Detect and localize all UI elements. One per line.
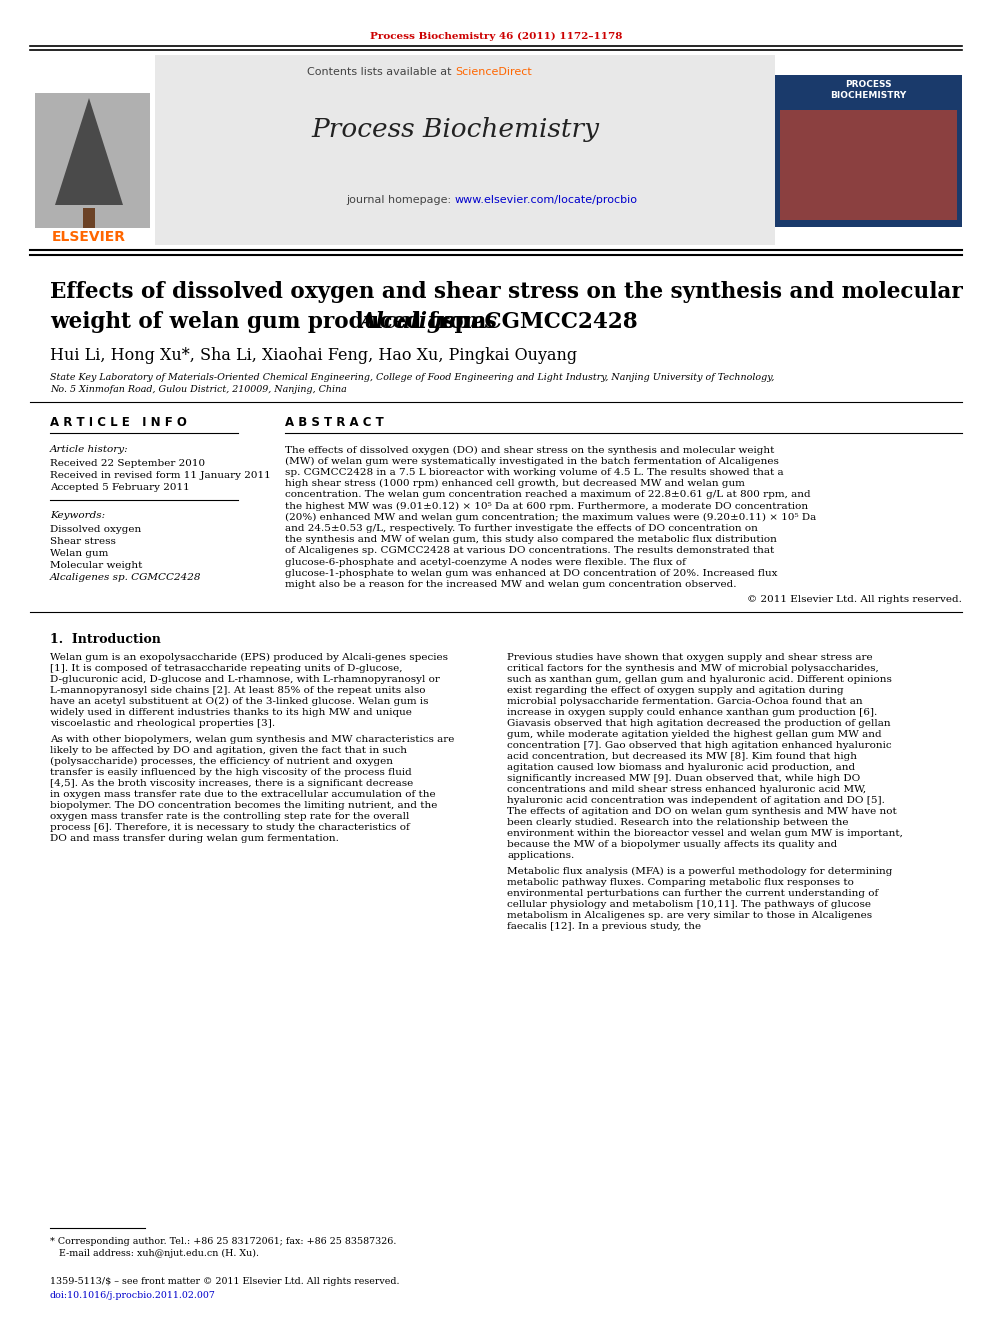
Text: D-glucuronic acid, D-glucose and L-rhamnose, with L-rhamnopyranosyl or: D-glucuronic acid, D-glucose and L-rhamn… bbox=[50, 675, 439, 684]
Text: agitation caused low biomass and hyaluronic acid production, and: agitation caused low biomass and hyaluro… bbox=[507, 763, 855, 773]
Text: been clearly studied. Research into the relationship between the: been clearly studied. Research into the … bbox=[507, 818, 848, 827]
Text: 1359-5113/$ – see front matter © 2011 Elsevier Ltd. All rights reserved.: 1359-5113/$ – see front matter © 2011 El… bbox=[50, 1278, 400, 1286]
Text: Alcaligenes: Alcaligenes bbox=[360, 311, 498, 333]
Text: ELSEVIER: ELSEVIER bbox=[52, 230, 126, 243]
Text: Hui Li, Hong Xu*, Sha Li, Xiaohai Feng, Hao Xu, Pingkai Ouyang: Hui Li, Hong Xu*, Sha Li, Xiaohai Feng, … bbox=[50, 347, 577, 364]
Text: Alcaligenes sp. CGMCC2428: Alcaligenes sp. CGMCC2428 bbox=[50, 573, 201, 582]
Text: (MW) of welan gum were systematically investigated in the batch fermentation of : (MW) of welan gum were systematically in… bbox=[285, 456, 779, 466]
Text: Shear stress: Shear stress bbox=[50, 537, 116, 545]
Text: Process Biochemistry 46 (2011) 1172–1178: Process Biochemistry 46 (2011) 1172–1178 bbox=[370, 32, 622, 41]
Text: Received in revised form 11 January 2011: Received in revised form 11 January 2011 bbox=[50, 471, 271, 479]
Text: microbial polysaccharide fermentation. Garcia-Ochoa found that an: microbial polysaccharide fermentation. G… bbox=[507, 697, 863, 706]
Text: Molecular weight: Molecular weight bbox=[50, 561, 143, 569]
Text: ScienceDirect: ScienceDirect bbox=[455, 67, 532, 77]
Text: exist regarding the effect of oxygen supply and agitation during: exist regarding the effect of oxygen sup… bbox=[507, 687, 843, 695]
Text: As with other biopolymers, welan gum synthesis and MW characteristics are: As with other biopolymers, welan gum syn… bbox=[50, 736, 454, 744]
Text: applications.: applications. bbox=[507, 851, 574, 860]
FancyBboxPatch shape bbox=[155, 56, 775, 245]
Text: * Corresponding author. Tel.: +86 25 83172061; fax: +86 25 83587326.: * Corresponding author. Tel.: +86 25 831… bbox=[50, 1237, 397, 1245]
Text: such as xanthan gum, gellan gum and hyaluronic acid. Different opinions: such as xanthan gum, gellan gum and hyal… bbox=[507, 675, 892, 684]
Text: acid concentration, but decreased its MW [8]. Kim found that high: acid concentration, but decreased its MW… bbox=[507, 751, 857, 761]
FancyBboxPatch shape bbox=[780, 110, 957, 220]
Polygon shape bbox=[55, 98, 123, 205]
Text: glucose-1-phosphate to welan gum was enhanced at DO concentration of 20%. Increa: glucose-1-phosphate to welan gum was enh… bbox=[285, 569, 778, 578]
Text: DO and mass transfer during welan gum fermentation.: DO and mass transfer during welan gum fe… bbox=[50, 833, 339, 843]
Text: L-mannopyranosyl side chains [2]. At least 85% of the repeat units also: L-mannopyranosyl side chains [2]. At lea… bbox=[50, 687, 426, 695]
Text: oxygen mass transfer rate is the controlling step rate for the overall: oxygen mass transfer rate is the control… bbox=[50, 812, 410, 822]
Text: critical factors for the synthesis and MW of microbial polysaccharides,: critical factors for the synthesis and M… bbox=[507, 664, 879, 673]
Text: E-mail address: xuh@njut.edu.cn (H. Xu).: E-mail address: xuh@njut.edu.cn (H. Xu). bbox=[50, 1249, 259, 1258]
Text: (20%) enhanced MW and welan gum concentration; the maximum values were (9.20±0.1: (20%) enhanced MW and welan gum concentr… bbox=[285, 512, 816, 521]
Text: The effects of agitation and DO on welan gum synthesis and MW have not: The effects of agitation and DO on welan… bbox=[507, 807, 897, 816]
Text: doi:10.1016/j.procbio.2011.02.007: doi:10.1016/j.procbio.2011.02.007 bbox=[50, 1290, 216, 1299]
Text: 1.  Introduction: 1. Introduction bbox=[50, 634, 161, 646]
Text: concentration. The welan gum concentration reached a maximum of 22.8±0.61 g/L at: concentration. The welan gum concentrati… bbox=[285, 491, 810, 499]
Text: sp. CGMCC2428 in a 7.5 L bioreactor with working volume of 4.5 L. The results sh: sp. CGMCC2428 in a 7.5 L bioreactor with… bbox=[285, 468, 784, 476]
Text: increase in oxygen supply could enhance xanthan gum production [6].: increase in oxygen supply could enhance … bbox=[507, 708, 877, 717]
Text: Dissolved oxygen: Dissolved oxygen bbox=[50, 524, 141, 533]
Text: high shear stress (1000 rpm) enhanced cell growth, but decreased MW and welan gu: high shear stress (1000 rpm) enhanced ce… bbox=[285, 479, 745, 488]
Text: PROCESS
BIOCHEMISTRY: PROCESS BIOCHEMISTRY bbox=[830, 79, 906, 101]
Text: significantly increased MW [9]. Duan observed that, while high DO: significantly increased MW [9]. Duan obs… bbox=[507, 774, 860, 783]
Text: weight of welan gum produced from: weight of welan gum produced from bbox=[50, 311, 494, 333]
Text: the highest MW was (9.01±0.12) × 10⁵ Da at 600 rpm. Furthermore, a moderate DO c: the highest MW was (9.01±0.12) × 10⁵ Da … bbox=[285, 501, 808, 511]
Text: A B S T R A C T: A B S T R A C T bbox=[285, 415, 384, 429]
Text: Previous studies have shown that oxygen supply and shear stress are: Previous studies have shown that oxygen … bbox=[507, 654, 873, 662]
Text: cellular physiology and metabolism [10,11]. The pathways of glucose: cellular physiology and metabolism [10,1… bbox=[507, 900, 871, 909]
Text: Giavasis observed that high agitation decreased the production of gellan: Giavasis observed that high agitation de… bbox=[507, 720, 891, 728]
Text: Welan gum is an exopolysaccharide (EPS) produced by Alcali-genes species: Welan gum is an exopolysaccharide (EPS) … bbox=[50, 654, 448, 663]
Text: Metabolic flux analysis (MFA) is a powerful methodology for determining: Metabolic flux analysis (MFA) is a power… bbox=[507, 867, 893, 876]
Text: [4,5]. As the broth viscosity increases, there is a significant decrease: [4,5]. As the broth viscosity increases,… bbox=[50, 779, 414, 789]
Text: concentration [7]. Gao observed that high agitation enhanced hyaluronic: concentration [7]. Gao observed that hig… bbox=[507, 741, 892, 750]
FancyBboxPatch shape bbox=[775, 56, 962, 245]
Text: because the MW of a biopolymer usually affects its quality and: because the MW of a biopolymer usually a… bbox=[507, 840, 837, 849]
FancyBboxPatch shape bbox=[775, 228, 962, 245]
Text: Contents lists available at: Contents lists available at bbox=[307, 67, 455, 77]
Text: in oxygen mass transfer rate due to the extracellular accumulation of the: in oxygen mass transfer rate due to the … bbox=[50, 790, 435, 799]
Text: the synthesis and MW of welan gum, this study also compared the metabolic flux d: the synthesis and MW of welan gum, this … bbox=[285, 534, 777, 544]
Text: metabolic pathway fluxes. Comparing metabolic flux responses to: metabolic pathway fluxes. Comparing meta… bbox=[507, 878, 854, 888]
FancyBboxPatch shape bbox=[83, 208, 95, 228]
Text: process [6]. Therefore, it is necessary to study the characteristics of: process [6]. Therefore, it is necessary … bbox=[50, 823, 410, 832]
Text: www.elsevier.com/locate/procbio: www.elsevier.com/locate/procbio bbox=[455, 194, 638, 205]
Text: have an acetyl substituent at O(2) of the 3-linked glucose. Welan gum is: have an acetyl substituent at O(2) of th… bbox=[50, 697, 429, 706]
Text: No. 5 Xinmofan Road, Gulou District, 210009, Nanjing, China: No. 5 Xinmofan Road, Gulou District, 210… bbox=[50, 385, 347, 394]
Text: and 24.5±0.53 g/L, respectively. To further investigate the effects of DO concen: and 24.5±0.53 g/L, respectively. To furt… bbox=[285, 524, 758, 533]
FancyBboxPatch shape bbox=[35, 93, 150, 228]
FancyBboxPatch shape bbox=[30, 56, 155, 245]
Text: hyaluronic acid concentration was independent of agitation and DO [5].: hyaluronic acid concentration was indepe… bbox=[507, 796, 885, 806]
Text: transfer is easily influenced by the high viscosity of the process fluid: transfer is easily influenced by the hig… bbox=[50, 769, 412, 777]
Text: concentrations and mild shear stress enhanced hyaluronic acid MW,: concentrations and mild shear stress enh… bbox=[507, 785, 866, 794]
Text: A R T I C L E   I N F O: A R T I C L E I N F O bbox=[50, 415, 186, 429]
Text: State Key Laboratory of Materials-Oriented Chemical Engineering, College of Food: State Key Laboratory of Materials-Orient… bbox=[50, 373, 775, 382]
Text: Effects of dissolved oxygen and shear stress on the synthesis and molecular: Effects of dissolved oxygen and shear st… bbox=[50, 280, 963, 303]
Text: Welan gum: Welan gum bbox=[50, 549, 108, 557]
Text: biopolymer. The DO concentration becomes the limiting nutrient, and the: biopolymer. The DO concentration becomes… bbox=[50, 802, 437, 810]
Text: Accepted 5 February 2011: Accepted 5 February 2011 bbox=[50, 483, 189, 492]
Text: sp. CGMCC2428: sp. CGMCC2428 bbox=[435, 311, 638, 333]
Text: © 2011 Elsevier Ltd. All rights reserved.: © 2011 Elsevier Ltd. All rights reserved… bbox=[747, 595, 962, 605]
Text: (polysaccharide) processes, the efficiency of nutrient and oxygen: (polysaccharide) processes, the efficien… bbox=[50, 757, 393, 766]
Text: metabolism in Alcaligenes sp. are very similar to those in Alcaligenes: metabolism in Alcaligenes sp. are very s… bbox=[507, 912, 872, 919]
Text: environment within the bioreactor vessel and welan gum MW is important,: environment within the bioreactor vessel… bbox=[507, 830, 903, 837]
Text: faecalis [12]. In a previous study, the: faecalis [12]. In a previous study, the bbox=[507, 922, 701, 931]
Text: Process Biochemistry: Process Biochemistry bbox=[311, 118, 599, 143]
Text: journal homepage:: journal homepage: bbox=[346, 194, 455, 205]
Text: Received 22 September 2010: Received 22 September 2010 bbox=[50, 459, 205, 467]
Text: might also be a reason for the increased MW and welan gum concentration observed: might also be a reason for the increased… bbox=[285, 579, 736, 589]
Text: [1]. It is composed of tetrasaccharide repeating units of D-glucose,: [1]. It is composed of tetrasaccharide r… bbox=[50, 664, 403, 673]
Text: viscoelastic and rheological properties [3].: viscoelastic and rheological properties … bbox=[50, 720, 275, 728]
Text: environmental perturbations can further the current understanding of: environmental perturbations can further … bbox=[507, 889, 878, 898]
Text: likely to be affected by DO and agitation, given the fact that in such: likely to be affected by DO and agitatio… bbox=[50, 746, 407, 755]
Text: gum, while moderate agitation yielded the highest gellan gum MW and: gum, while moderate agitation yielded th… bbox=[507, 730, 882, 740]
Text: Article history:: Article history: bbox=[50, 446, 129, 455]
Text: The effects of dissolved oxygen (DO) and shear stress on the synthesis and molec: The effects of dissolved oxygen (DO) and… bbox=[285, 446, 775, 455]
FancyBboxPatch shape bbox=[775, 56, 962, 75]
Text: Keywords:: Keywords: bbox=[50, 512, 105, 520]
Text: widely used in different industries thanks to its high MW and unique: widely used in different industries than… bbox=[50, 708, 412, 717]
Text: glucose-6-phosphate and acetyl-coenzyme A nodes were flexible. The flux of: glucose-6-phosphate and acetyl-coenzyme … bbox=[285, 557, 685, 566]
Text: of Alcaligenes sp. CGMCC2428 at various DO concentrations. The results demonstra: of Alcaligenes sp. CGMCC2428 at various … bbox=[285, 546, 774, 556]
